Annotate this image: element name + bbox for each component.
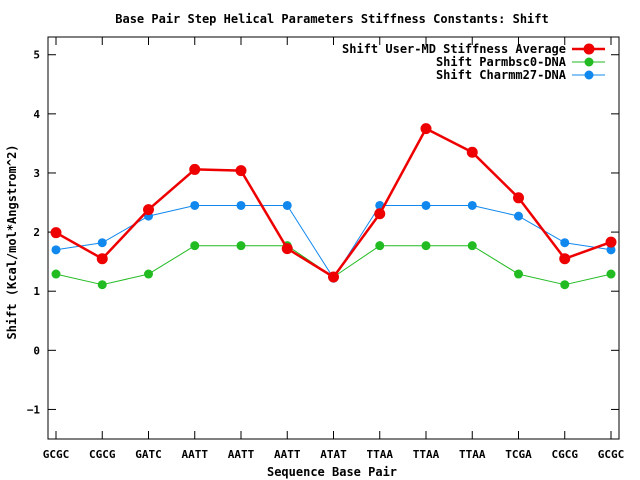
series-layer (50, 123, 617, 290)
data-point (375, 241, 385, 251)
data-point (96, 253, 108, 265)
data-point (605, 236, 617, 248)
x-tick-label: AATT (274, 448, 301, 461)
x-tick-label: CGCG (89, 448, 116, 461)
y-tick-label: 1 (33, 285, 40, 298)
data-point (143, 204, 154, 216)
data-point (513, 192, 524, 204)
data-point (281, 243, 293, 255)
data-point (235, 165, 247, 177)
x-tick-label: GCGC (43, 448, 70, 461)
legend-marker (584, 70, 594, 80)
x-tick-label: ATAT (320, 448, 347, 461)
data-point (144, 269, 153, 279)
y-tick-label: −1 (27, 403, 41, 416)
series-line (55, 127, 612, 279)
data-point (559, 253, 571, 265)
x-tick-label: AATT (182, 448, 209, 461)
data-point (514, 269, 523, 279)
y-axis-label: Shift (Kcal/mol*Angstrom^2) (5, 144, 19, 339)
data-point (374, 208, 386, 220)
data-point (282, 200, 292, 210)
data-point (421, 200, 431, 210)
data-point (51, 245, 61, 255)
x-tick-label: TCGA (505, 448, 532, 461)
series-1 (50, 123, 617, 283)
data-point (51, 269, 61, 279)
plot-area-frame (47, 36, 620, 440)
x-tick-label: AATT (228, 448, 255, 461)
x-axis-label: Sequence Base Pair (267, 465, 397, 479)
y-tick-label: 4 (33, 108, 40, 121)
x-tick-label: GATC (135, 448, 162, 461)
x-tick-label: TTAA (367, 448, 394, 461)
data-point (560, 238, 570, 248)
y-tick-label: 0 (33, 344, 40, 357)
data-point (328, 271, 339, 283)
data-point (50, 227, 62, 239)
data-point (97, 280, 107, 290)
legend-marker (584, 57, 594, 67)
data-point (560, 280, 570, 290)
x-tick-label: GCGC (598, 448, 625, 461)
data-point (97, 238, 107, 248)
data-point (236, 200, 246, 210)
data-point (466, 146, 478, 158)
legend-marker (583, 43, 595, 55)
y-tick-label: 3 (33, 167, 40, 180)
data-point (189, 163, 201, 175)
y-tick-label: 5 (33, 49, 40, 62)
legend-label: Shift User-MD Stiffness Average (342, 42, 566, 56)
x-tick-label: TTAA (413, 448, 440, 461)
data-point (606, 245, 616, 255)
x-tick-label: TTAA (459, 448, 486, 461)
data-point (514, 211, 523, 221)
data-point (236, 241, 246, 251)
series-line (55, 205, 612, 279)
data-point (421, 241, 431, 251)
y-tick-label: 2 (33, 226, 40, 239)
x-tick-label: CGCG (552, 448, 579, 461)
data-point (467, 241, 477, 251)
data-point (420, 123, 432, 135)
legend-label: Shift Charmm27-DNA (436, 68, 567, 82)
chart-title: Base Pair Step Helical Parameters Stiffn… (115, 12, 548, 26)
axis-ticks-group: −1 0 1 2 3 4 5 GCGC CGCG GATC AATT AATT AATT ATAT TTAA… (27, 37, 625, 461)
legend-label: Shift Parmbsc0-DNA (436, 55, 567, 69)
data-point (467, 200, 477, 210)
data-point (190, 241, 200, 251)
data-point (190, 200, 200, 210)
data-point (606, 269, 616, 279)
